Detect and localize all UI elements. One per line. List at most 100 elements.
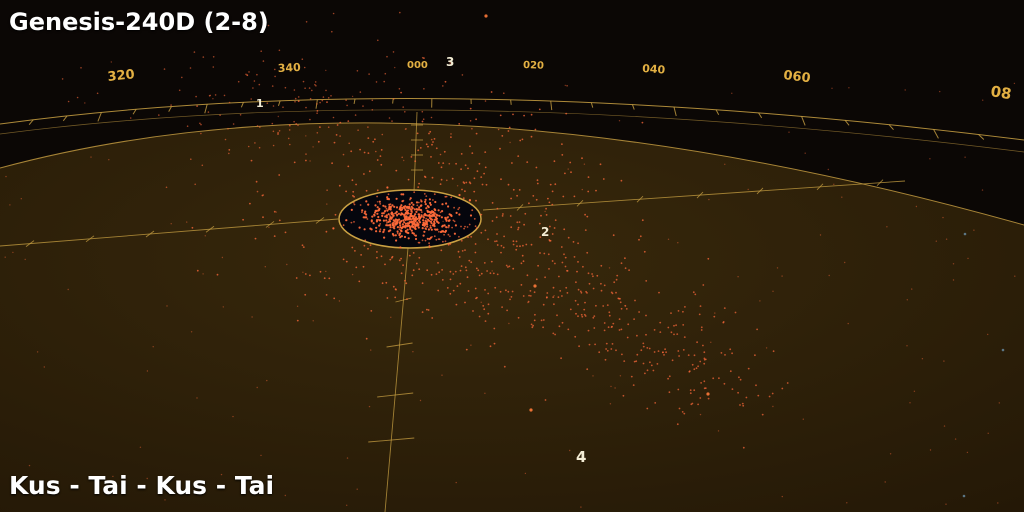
star (431, 236, 433, 238)
star (342, 153, 345, 156)
star (456, 285, 459, 287)
star (478, 274, 481, 277)
star (367, 247, 369, 250)
star (389, 215, 391, 217)
star (527, 301, 529, 304)
star (646, 407, 649, 410)
star (294, 97, 297, 100)
star (765, 347, 768, 349)
star (409, 218, 413, 221)
star (392, 214, 395, 217)
star (455, 303, 458, 306)
star (670, 331, 673, 334)
star (465, 181, 468, 184)
star (962, 494, 966, 498)
star (943, 360, 945, 362)
star (449, 62, 452, 64)
star (271, 122, 274, 125)
star (228, 149, 231, 151)
star (441, 225, 444, 228)
star (475, 227, 478, 230)
star (480, 213, 483, 216)
star (911, 288, 913, 290)
star (371, 109, 374, 111)
star (442, 240, 444, 243)
star (982, 99, 984, 101)
star (539, 252, 541, 254)
star (913, 390, 916, 392)
star (362, 265, 365, 268)
star (640, 349, 643, 352)
star (437, 289, 440, 292)
star (584, 301, 586, 304)
star (587, 272, 590, 275)
star (592, 375, 594, 377)
star (538, 108, 541, 111)
star (232, 415, 234, 418)
star (499, 114, 502, 117)
star (484, 166, 487, 169)
star (284, 494, 286, 497)
star (440, 249, 443, 252)
bearing-tick (933, 129, 939, 139)
star (256, 73, 258, 76)
star (267, 24, 270, 27)
star (396, 232, 399, 235)
star (385, 216, 388, 219)
star (375, 230, 378, 233)
star (489, 345, 492, 348)
map-markers[interactable]: 1 3 2 4 (256, 55, 586, 466)
star (448, 219, 451, 222)
star (444, 80, 447, 83)
star (414, 160, 417, 163)
star (649, 361, 651, 364)
star (602, 305, 605, 307)
star (304, 87, 306, 89)
star (508, 265, 511, 268)
star (461, 188, 463, 191)
star (565, 112, 568, 115)
star (361, 209, 364, 212)
star (549, 225, 551, 228)
star (404, 212, 408, 215)
star (566, 85, 568, 87)
star (429, 226, 432, 229)
star (964, 156, 966, 158)
star (363, 151, 366, 154)
star (222, 306, 224, 308)
star (677, 350, 680, 352)
star (391, 212, 394, 216)
heading-label-340: 340 (277, 61, 301, 75)
star (945, 503, 947, 505)
star (525, 243, 528, 246)
star (309, 160, 311, 162)
star (327, 97, 330, 99)
star (661, 351, 664, 354)
star (447, 224, 450, 227)
star (467, 167, 469, 170)
star (293, 89, 296, 91)
star (483, 262, 486, 264)
star (598, 351, 601, 354)
star (414, 213, 417, 216)
star (374, 204, 377, 207)
star (305, 153, 307, 155)
star (262, 216, 264, 219)
star (520, 284, 523, 286)
star (428, 213, 431, 216)
axis-tick (368, 437, 415, 443)
star (718, 377, 720, 380)
star (464, 164, 467, 167)
star (352, 201, 355, 204)
star (322, 96, 325, 98)
star (453, 220, 456, 223)
star (476, 296, 478, 299)
star (481, 183, 484, 186)
star (296, 305, 299, 307)
star (468, 199, 471, 202)
star (441, 269, 443, 271)
star (595, 189, 597, 192)
star (397, 212, 400, 215)
